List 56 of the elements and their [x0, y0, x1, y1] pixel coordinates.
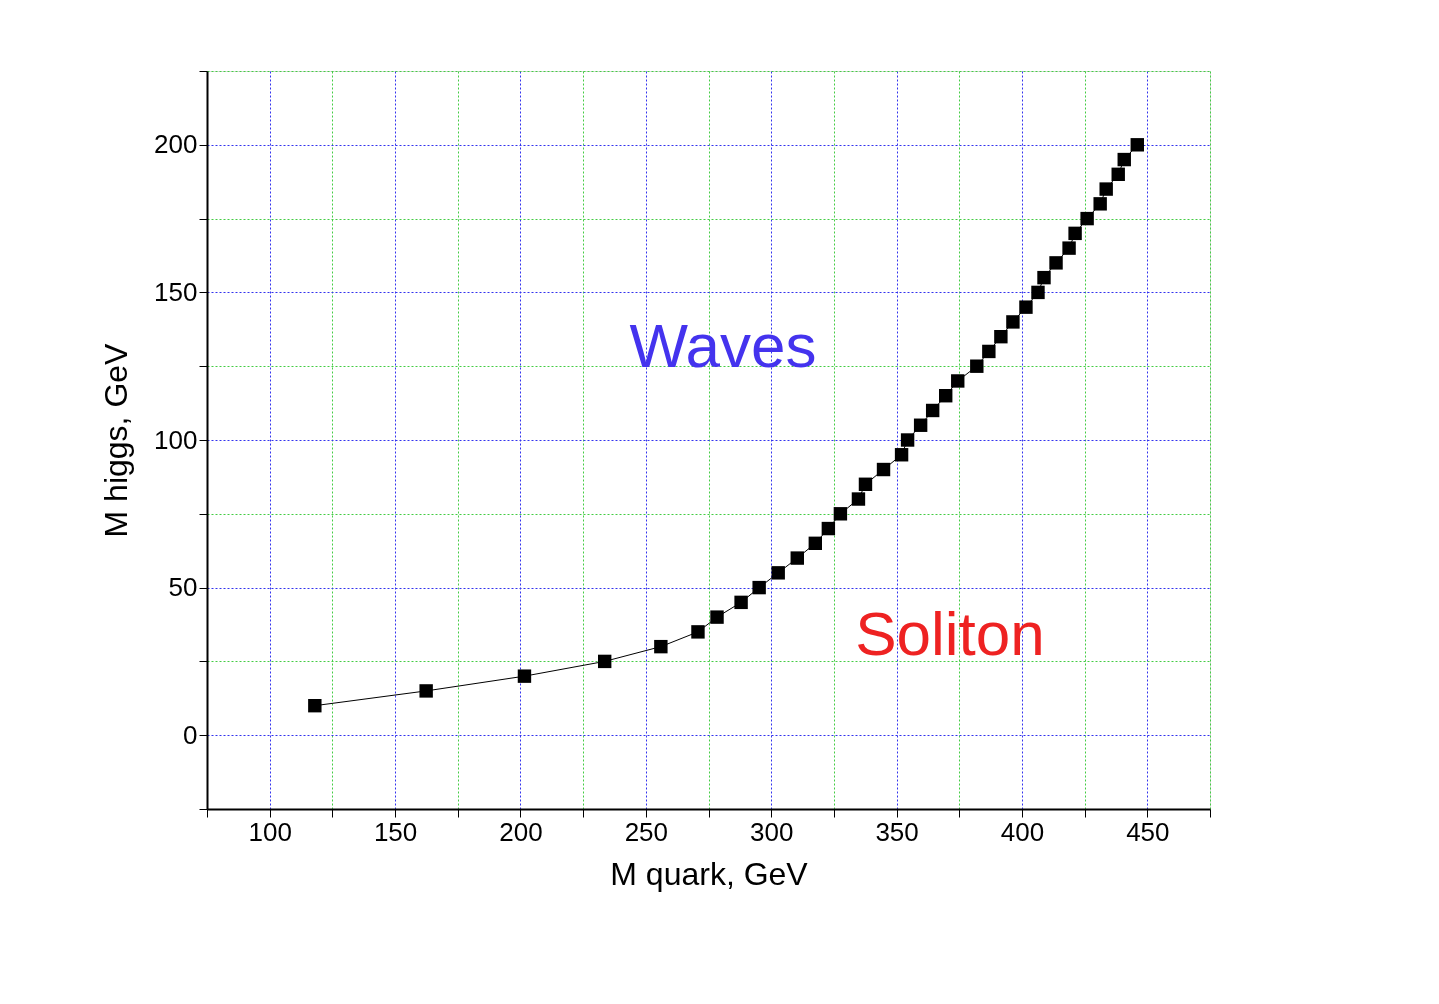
- point: [517, 669, 532, 683]
- point: [1062, 241, 1076, 255]
- x-tick-label: 100: [248, 816, 292, 847]
- point: [771, 566, 785, 580]
- y-tick-label: 100: [154, 424, 198, 455]
- point: [654, 639, 668, 654]
- point: [1037, 270, 1051, 285]
- point: [900, 433, 915, 447]
- point: [597, 654, 612, 669]
- x-tick-label: 250: [624, 816, 669, 847]
- point: [913, 418, 928, 432]
- x-tick-label: 450: [1126, 816, 1170, 847]
- y-tick-label: 50: [168, 572, 198, 603]
- point: [851, 492, 866, 506]
- point: [734, 595, 748, 610]
- point: [821, 521, 836, 536]
- point: [1099, 182, 1113, 196]
- point: [419, 684, 433, 698]
- x-tick-label: 400: [1000, 816, 1045, 847]
- point: [1130, 138, 1144, 152]
- point: [1080, 211, 1094, 226]
- point: [1117, 152, 1131, 167]
- y-tick-label: 150: [154, 276, 198, 307]
- point: [939, 389, 953, 403]
- point: [1031, 285, 1045, 300]
- point: [894, 448, 909, 462]
- point: [982, 344, 996, 359]
- point: [876, 462, 891, 477]
- annotation: Waves: [629, 311, 817, 380]
- y-tick-label: 200: [154, 129, 198, 160]
- point: [790, 551, 804, 565]
- point: [1068, 226, 1082, 241]
- point: [308, 698, 322, 713]
- point: [1049, 256, 1063, 270]
- x-tick-label: 150: [373, 816, 418, 847]
- x-tick-label: 350: [875, 816, 919, 847]
- point: [994, 329, 1008, 344]
- annotation: Soliton: [855, 599, 1045, 668]
- point: [1093, 197, 1107, 211]
- point: [1019, 300, 1033, 314]
- point: [951, 374, 965, 388]
- x-axis-title: M quark, GeV: [610, 855, 809, 892]
- x-tick-label: 300: [749, 816, 794, 847]
- point: [752, 580, 766, 595]
- point: [858, 477, 873, 491]
- point: [1006, 315, 1020, 329]
- x-tick-label: 200: [499, 816, 543, 847]
- point: [970, 359, 984, 373]
- point: [833, 507, 848, 521]
- point: [808, 536, 823, 551]
- y-axis-title: M higgs, GeV: [98, 342, 135, 538]
- y-tick-label: 0: [183, 719, 198, 750]
- point: [1111, 167, 1125, 182]
- point: [710, 610, 724, 624]
- point: [925, 403, 940, 418]
- point: [691, 625, 705, 639]
